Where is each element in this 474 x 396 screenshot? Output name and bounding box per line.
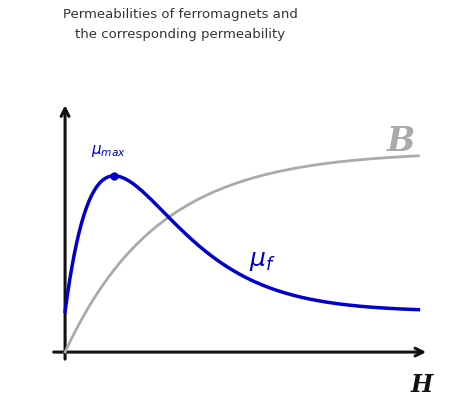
Text: the corresponding permeability: the corresponding permeability xyxy=(75,28,285,41)
Text: $\mu_{max}$: $\mu_{max}$ xyxy=(91,143,127,159)
Text: $\mu_f$: $\mu_f$ xyxy=(249,250,275,273)
Text: Permeabilities of ferromagnets and: Permeabilities of ferromagnets and xyxy=(63,8,298,21)
Text: H: H xyxy=(411,373,433,396)
Text: B: B xyxy=(387,125,415,158)
